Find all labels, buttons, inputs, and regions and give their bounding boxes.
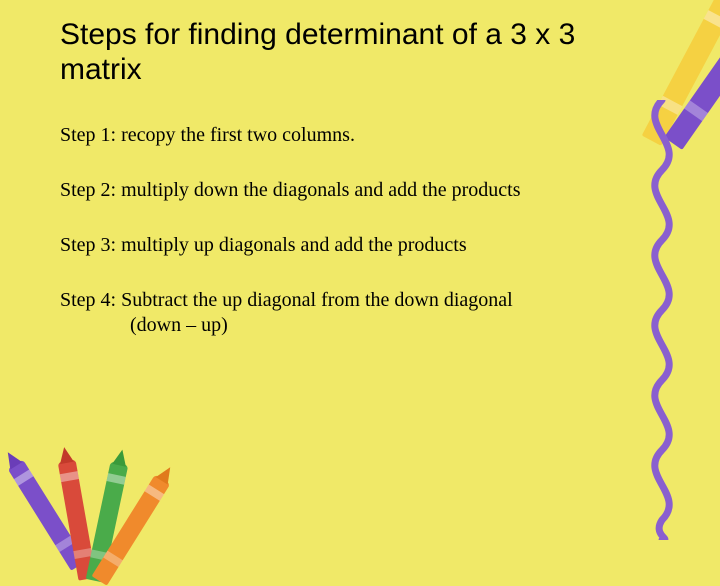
- step-4-line2: (down – up): [60, 313, 620, 338]
- step-3: Step 3: multiply up diagonals and add th…: [60, 233, 620, 258]
- step-4: Step 4: Subtract the up diagonal from th…: [60, 288, 620, 338]
- step-1: Step 1: recopy the first two columns.: [60, 123, 620, 148]
- step-4-line1: Step 4: Subtract the up diagonal from th…: [60, 289, 513, 311]
- page-title: Steps for finding determinant of a 3 x 3…: [60, 18, 600, 87]
- crayons-bottom-left: [30, 430, 160, 570]
- step-2: Step 2: multiply down the diagonals and …: [60, 178, 620, 203]
